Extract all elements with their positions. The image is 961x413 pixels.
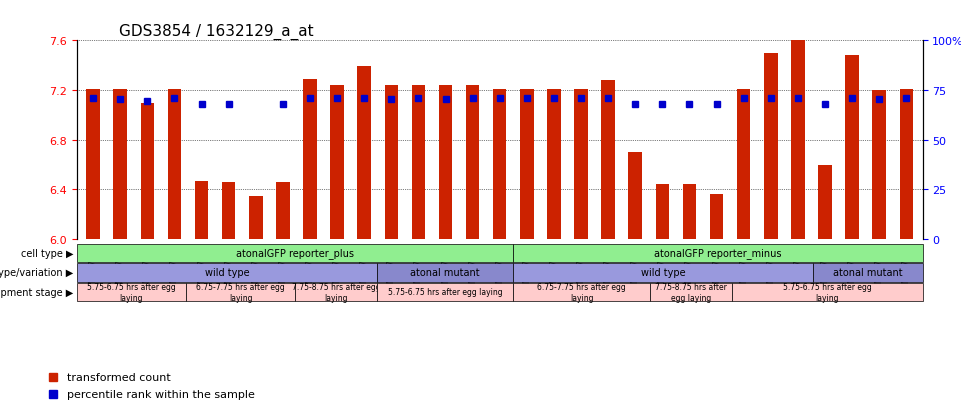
Bar — [113, 90, 127, 240]
Bar — [140, 103, 154, 240]
Text: GDS3854 / 1632129_a_at: GDS3854 / 1632129_a_at — [119, 24, 314, 40]
Bar — [575, 90, 588, 240]
Bar — [737, 90, 751, 240]
Bar — [331, 86, 344, 240]
Bar — [818, 165, 832, 240]
Bar — [791, 41, 804, 240]
Text: wild type: wild type — [641, 268, 686, 278]
Bar — [357, 67, 371, 240]
Bar — [628, 153, 642, 240]
Text: 6.75-7.75 hrs after egg
laying: 6.75-7.75 hrs after egg laying — [196, 282, 284, 302]
Bar — [384, 86, 398, 240]
Text: 7.75-8.75 hrs after
egg laying: 7.75-8.75 hrs after egg laying — [654, 282, 727, 302]
Text: percentile rank within the sample: percentile rank within the sample — [67, 389, 255, 399]
Bar — [846, 56, 859, 240]
Text: atonalGFP reporter_minus: atonalGFP reporter_minus — [654, 248, 781, 259]
FancyBboxPatch shape — [377, 263, 513, 282]
Bar — [167, 90, 182, 240]
Bar — [466, 86, 480, 240]
FancyBboxPatch shape — [513, 263, 813, 282]
Text: atonalGFP reporter_plus: atonalGFP reporter_plus — [236, 248, 354, 259]
Text: 6.75-7.75 hrs after egg
laying: 6.75-7.75 hrs after egg laying — [537, 282, 626, 302]
FancyBboxPatch shape — [77, 283, 186, 301]
Text: genotype/variation ▶: genotype/variation ▶ — [0, 268, 73, 278]
Text: transformed count: transformed count — [67, 373, 171, 382]
Bar — [764, 54, 777, 240]
FancyBboxPatch shape — [731, 283, 923, 301]
Bar — [493, 90, 506, 240]
Text: 7.75-8.75 hrs after egg
laying: 7.75-8.75 hrs after egg laying — [292, 282, 381, 302]
Bar — [547, 90, 560, 240]
FancyBboxPatch shape — [513, 283, 650, 301]
Bar — [86, 90, 100, 240]
Bar — [276, 183, 289, 240]
FancyBboxPatch shape — [513, 244, 923, 263]
Text: 5.75-6.75 hrs after egg laying: 5.75-6.75 hrs after egg laying — [388, 288, 503, 297]
Bar — [304, 80, 317, 240]
Bar — [439, 86, 453, 240]
Text: 5.75-6.75 hrs after egg
laying: 5.75-6.75 hrs after egg laying — [87, 282, 176, 302]
Bar — [222, 183, 235, 240]
Text: atonal mutant: atonal mutant — [833, 268, 902, 278]
Bar — [873, 91, 886, 240]
Bar — [602, 81, 615, 240]
FancyBboxPatch shape — [295, 283, 377, 301]
Text: wild type: wild type — [205, 268, 249, 278]
FancyBboxPatch shape — [813, 263, 923, 282]
Text: development stage ▶: development stage ▶ — [0, 287, 73, 297]
Bar — [249, 196, 262, 240]
Bar — [655, 185, 669, 240]
FancyBboxPatch shape — [377, 283, 513, 301]
FancyBboxPatch shape — [186, 283, 295, 301]
Text: 5.75-6.75 hrs after egg
laying: 5.75-6.75 hrs after egg laying — [782, 282, 872, 302]
Text: cell type ▶: cell type ▶ — [20, 248, 73, 259]
Bar — [195, 181, 209, 240]
Text: atonal mutant: atonal mutant — [410, 268, 480, 278]
Bar — [411, 86, 425, 240]
FancyBboxPatch shape — [77, 263, 377, 282]
Bar — [682, 185, 696, 240]
Bar — [899, 90, 913, 240]
FancyBboxPatch shape — [650, 283, 731, 301]
FancyBboxPatch shape — [77, 244, 513, 263]
Bar — [710, 195, 724, 240]
Bar — [520, 90, 533, 240]
